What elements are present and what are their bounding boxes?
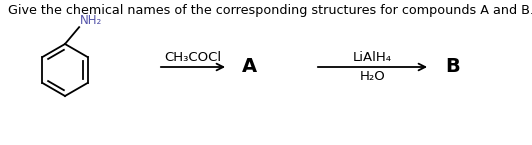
Text: A: A	[242, 58, 257, 77]
Text: LiAlH₄: LiAlH₄	[353, 51, 392, 64]
Text: CH₃COCl: CH₃COCl	[164, 51, 221, 64]
Text: H₂O: H₂O	[360, 70, 385, 83]
Text: NH₂: NH₂	[80, 14, 102, 27]
Text: Give the chemical names of the corresponding structures for compounds A and B.: Give the chemical names of the correspon…	[8, 4, 532, 17]
Text: B: B	[445, 58, 460, 77]
